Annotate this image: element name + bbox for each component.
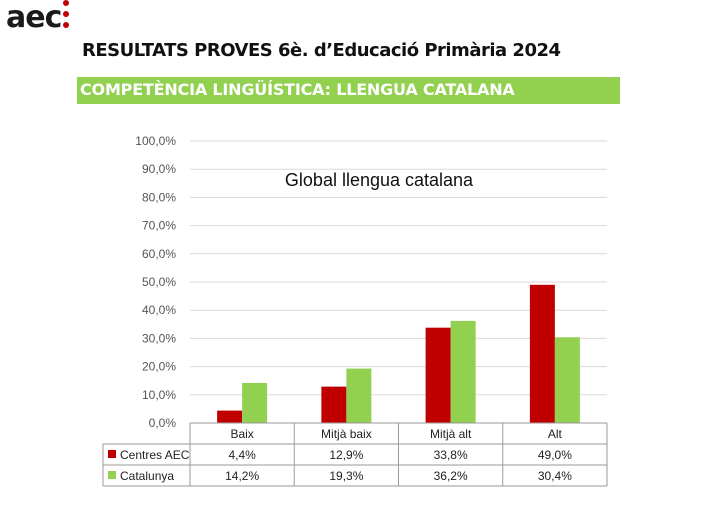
data-label: 33,8% [434, 448, 468, 462]
x-category-label: Alt [548, 427, 563, 441]
section-title: COMPETÈNCIA LINGÜÍSTICA: LLENGUA CATALAN… [80, 80, 515, 99]
data-label: 49,0% [538, 448, 572, 462]
bar-catalunya [346, 368, 372, 423]
chart-title: Global llengua catalana [285, 170, 474, 190]
bar-catalunya [554, 337, 580, 423]
bar-centres-aec [321, 386, 347, 423]
y-tick-label: 30,0% [142, 331, 176, 345]
section-banner: COMPETÈNCIA LINGÜÍSTICA: LLENGUA CATALAN… [77, 77, 620, 104]
data-label: 12,9% [329, 448, 363, 462]
y-tick-label: 90,0% [142, 162, 176, 176]
y-tick-label: 20,0% [142, 360, 176, 374]
x-category-label: Mitjà baix [321, 427, 372, 441]
y-tick-label: 40,0% [142, 303, 176, 317]
y-tick-label: 60,0% [142, 247, 176, 261]
legend-label: Catalunya [120, 469, 174, 483]
data-label: 36,2% [434, 469, 468, 483]
logo-dots [63, 0, 73, 40]
y-tick-label: 10,0% [142, 388, 176, 402]
y-tick-label: 50,0% [142, 275, 176, 289]
page-title: RESULTATS PROVES 6è. d’Educació Primària… [82, 40, 561, 61]
data-label: 19,3% [329, 469, 363, 483]
legend-label: Centres AEC [120, 448, 190, 462]
legend-swatch [108, 450, 116, 458]
x-category-label: Mitjà alt [430, 427, 472, 441]
legend-swatch [108, 471, 116, 479]
data-label: 14,2% [225, 469, 259, 483]
bar-centres-aec [425, 327, 451, 423]
y-tick-label: 70,0% [142, 219, 176, 233]
x-category-label: Baix [230, 427, 253, 441]
data-label: 30,4% [538, 469, 572, 483]
bar-catalunya [450, 320, 476, 423]
y-tick-label: 100,0% [135, 134, 176, 148]
logo-text: aec [6, 0, 62, 35]
bar-centres-aec [217, 410, 243, 423]
y-tick-label: 0,0% [149, 416, 177, 430]
y-tick-label: 80,0% [142, 190, 176, 204]
aec-logo: aec [4, 0, 74, 40]
data-label: 4,4% [228, 448, 256, 462]
bar-centres-aec [529, 284, 555, 423]
bar-catalunya [242, 382, 268, 423]
